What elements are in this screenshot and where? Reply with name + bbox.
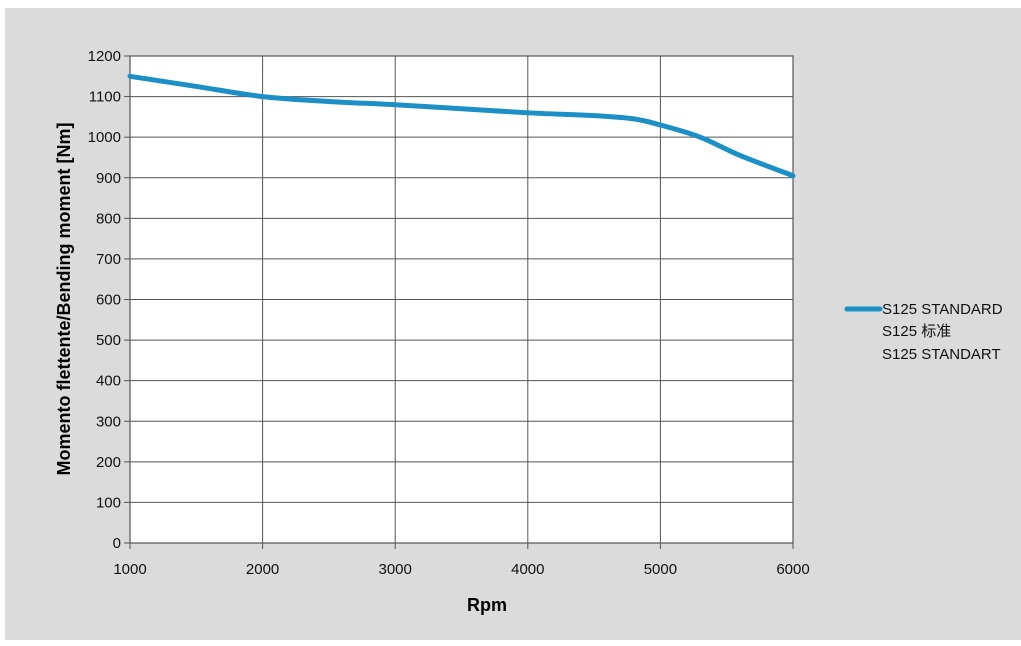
y-tick-label: 0	[113, 535, 121, 552]
y-axis: 0 100 200 300 400 500 600 700 800 900 1000 1100 1200	[88, 48, 130, 552]
y-tick-label: 700	[96, 251, 121, 268]
x-tick-label: 3000	[379, 561, 412, 578]
x-axis: 1000 2000 3000 4000 5000 6000	[113, 543, 810, 578]
y-tick-label: 800	[96, 210, 121, 227]
y-axis-title: Momento flettente/Bending moment [Nm]	[54, 123, 74, 476]
x-tick-label: 1000	[113, 561, 146, 578]
y-tick-label: 600	[96, 292, 121, 309]
x-tick-label: 2000	[246, 561, 279, 578]
x-axis-title: Rpm	[467, 595, 507, 615]
legend-label-line-3: S125 STANDART	[882, 346, 1001, 363]
y-tick-label: 100	[96, 494, 121, 511]
y-tick-label: 300	[96, 413, 121, 430]
legend-label-line-1: S125 STANDARD	[882, 301, 1003, 318]
y-tick-label: 200	[96, 454, 121, 471]
y-tick-label: 1000	[88, 129, 121, 146]
legend: S125 STANDARD S125 标准 S125 STANDART	[844, 301, 1003, 363]
y-tick-label: 400	[96, 373, 121, 390]
y-tick-label: 1100	[89, 89, 121, 106]
x-tick-label: 4000	[511, 561, 544, 578]
y-tick-label: 900	[96, 170, 121, 187]
legend-label-line-2: S125 标准	[882, 323, 951, 340]
series-line-s125-standard	[127, 73, 796, 179]
y-tick-label: 1200	[88, 48, 121, 65]
y-tick-label: 500	[96, 332, 121, 349]
x-tick-label: 6000	[776, 561, 809, 578]
x-tick-label: 5000	[644, 561, 677, 578]
